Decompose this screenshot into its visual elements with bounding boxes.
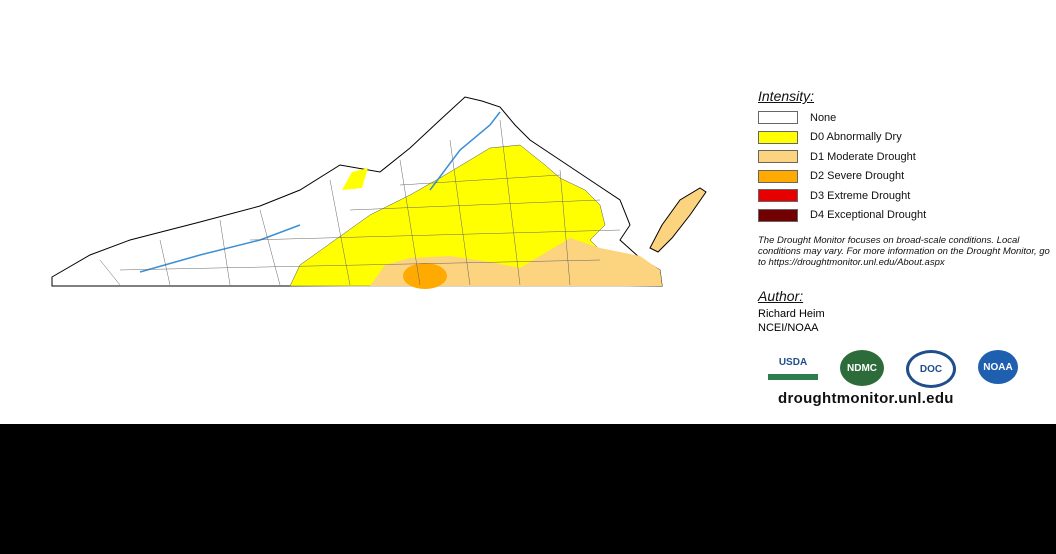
website-url: droughtmonitor.unl.edu: [778, 390, 954, 407]
legend-item-d2: D2 Severe Drought: [758, 167, 1053, 187]
rivers: [139, 111, 501, 273]
legend-item-none: None: [758, 108, 1053, 128]
legend-title: Intensity:: [758, 88, 815, 104]
legend-label: None: [810, 111, 837, 124]
author-title: Author:: [758, 288, 804, 304]
legend-note: The Drought Monitor focuses on broad-sca…: [758, 235, 1050, 268]
legend-label: D4 Exceptional Drought: [810, 209, 927, 222]
logos: USDA NDMC DOC NOAA: [768, 350, 1018, 388]
noaa-logo: NOAA: [978, 350, 1018, 384]
author-name: Richard Heim: [758, 308, 825, 320]
swatch: [758, 169, 798, 183]
legend: Intensity: None D0 Abnormally Dry D1 Mod…: [758, 88, 1053, 335]
virginia-drought-map: [51, 96, 707, 289]
legend-label: D0 Abnormally Dry: [810, 131, 902, 144]
legend-label: D2 Severe Drought: [810, 170, 905, 183]
black-footer-bar: [0, 424, 1056, 554]
swatch: [758, 111, 798, 125]
d0-western-patch: [342, 168, 368, 190]
d2-severe-drought-area: [403, 263, 447, 289]
swatch: [758, 130, 798, 144]
eastern-shore: [649, 187, 707, 253]
swatch: [758, 150, 798, 164]
ndmc-logo: NDMC: [840, 350, 884, 386]
author-org: NCEI/NOAA: [758, 322, 819, 334]
legend-item-d0: D0 Abnormally Dry: [758, 128, 1053, 148]
legend-item-d4: D4 Exceptional Drought: [758, 206, 1053, 226]
county-lines: [99, 119, 621, 286]
legend-label: D3 Extreme Drought: [810, 189, 911, 202]
legend-item-d3: D3 Extreme Drought: [758, 186, 1053, 206]
legend-label: D1 Moderate Drought: [810, 150, 916, 163]
doc-seal-logo: DOC: [906, 350, 956, 388]
swatch: [758, 208, 798, 222]
usda-logo: USDA: [768, 350, 818, 380]
swatch: [758, 189, 798, 203]
legend-item-d1: D1 Moderate Drought: [758, 147, 1053, 167]
